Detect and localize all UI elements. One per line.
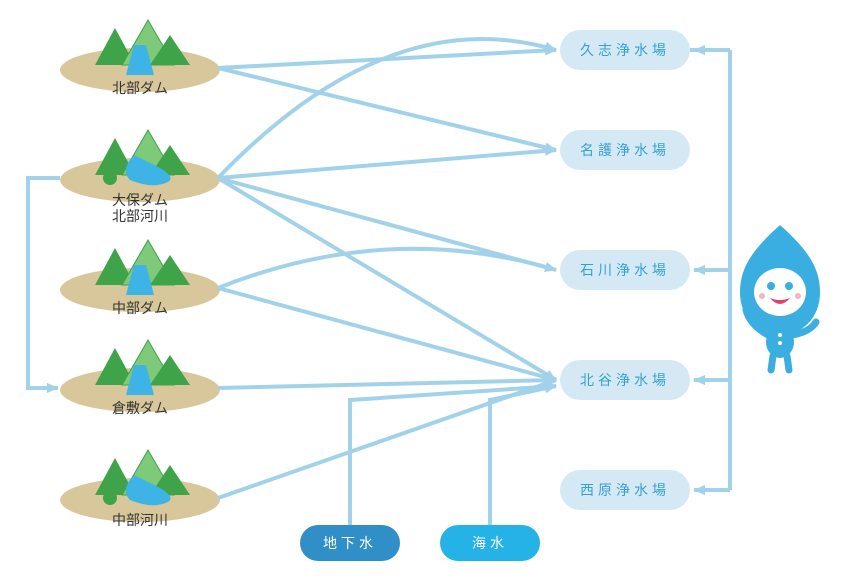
plant-ishikawa: 石川浄水場 [560,250,690,290]
flow-arrow [218,380,556,388]
plant-label: 北谷浄水場 [580,370,670,390]
flow-arrow [218,150,556,178]
diagram-stage: 久志浄水場 名護浄水場 石川浄水場 北谷浄水場 西原浄水場 北部ダム 大保ダム … [0,0,860,578]
flow-arrow [218,288,556,380]
plant-label: 名護浄水場 [580,140,670,160]
mascot-icon [740,225,820,370]
source-label-taiho2: 北部河川 [70,206,210,226]
plant-label: 久志浄水場 [580,40,670,60]
plant-label: 石川浄水場 [580,260,670,280]
pill-seawater: 海水 [440,525,540,561]
source-label-hokubu: 北部ダム [70,78,210,98]
plant-nago: 名護浄水場 [560,130,690,170]
plant-label: 西原浄水場 [580,480,670,500]
source-label-chubu: 中部ダム [70,298,210,318]
pill-label: 海水 [472,533,508,553]
pill-label: 地下水 [323,533,377,553]
source-label-chuburiver: 中部河川 [70,510,210,530]
flow-arrow [28,178,60,388]
flow-arrow [490,386,556,525]
flow-arrow [218,178,556,380]
plant-kushi: 久志浄水場 [560,30,690,70]
flow-arrow [350,386,556,525]
flow-arrow [218,68,556,150]
plant-chatan: 北谷浄水場 [560,360,690,400]
source-label-kurashiki: 倉敷ダム [70,398,210,418]
plant-nishihara: 西原浄水場 [560,470,690,510]
pill-groundwater: 地下水 [300,525,400,561]
